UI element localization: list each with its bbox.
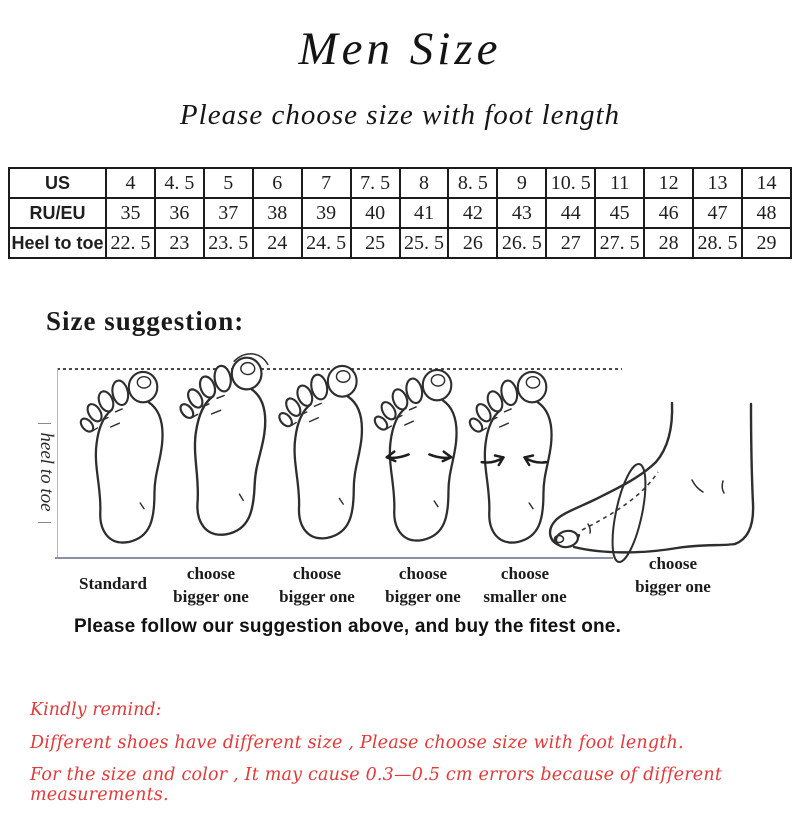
size-table-cell: 41 xyxy=(398,197,450,229)
size-table-cell: 25 xyxy=(349,227,401,259)
foot-top-view-long-toe-icon xyxy=(161,353,290,555)
size-table-cell: 12 xyxy=(643,167,695,199)
foot-label-choose-bigger: choose bigger one xyxy=(150,562,272,608)
size-table-cell: 5 xyxy=(202,167,254,199)
foot-label-line: bigger one xyxy=(635,577,711,596)
kindly-remind-line: For the size and color , It may cause 0.… xyxy=(30,765,723,805)
size-table-body: US 4 4. 5 5 6 7 7. 5 8 8. 5 9 10. 5 11 12 13 14 RU/EU 35… xyxy=(8,167,793,259)
kindly-remind-heading: Kindly remind: xyxy=(30,700,162,720)
size-table-cell: 25. 5 xyxy=(398,227,450,259)
foot-label-line: choose xyxy=(398,564,448,583)
size-table-cell: 40 xyxy=(349,197,401,229)
size-table-row: Heel to toe 22. 5 23 23. 5 24 24. 5 25 25. 5 26 2… xyxy=(8,227,793,259)
size-table-cell: 11 xyxy=(594,167,646,199)
size-table-row: US 4 4. 5 5 6 7 7. 5 8 8. 5 9 10. 5 11 12 13 14 xyxy=(8,167,793,199)
foot-label-line: choose xyxy=(500,564,550,583)
size-table-cell: 23 xyxy=(153,227,205,259)
page-title: Men Size xyxy=(298,23,502,75)
size-table-cell: 44 xyxy=(545,197,597,229)
foot-label-standard: Standard xyxy=(52,572,174,595)
size-table-cell: 10. 5 xyxy=(545,167,597,199)
follow-suggestion-note: Please follow our suggestion above, and … xyxy=(74,616,622,637)
axis-tick xyxy=(38,423,51,424)
size-table-cell: 7. 5 xyxy=(349,167,401,199)
size-table-cell: 4. 5 xyxy=(153,167,205,199)
size-table-row-label: Heel to toe xyxy=(8,227,107,259)
foot-side-view-high-instep-icon xyxy=(548,401,755,563)
foot-label-line: choose xyxy=(292,564,342,583)
foot-label-choose-bigger: choose bigger one xyxy=(256,562,378,608)
size-table-cell: 6 xyxy=(251,167,303,199)
size-table-cell: 38 xyxy=(251,197,303,229)
size-table-row-label: US xyxy=(8,167,107,199)
foot-label-line: bigger one xyxy=(385,587,461,606)
kindly-remind-block: Kindly remind: Different shoes have diff… xyxy=(30,700,790,817)
size-table-cell: 43 xyxy=(496,197,548,229)
size-table-cell: 46 xyxy=(643,197,695,229)
heel-to-toe-axis-label: heel to toe xyxy=(36,432,57,512)
foot-label-choose-smaller: choose smaller one xyxy=(464,562,586,608)
foot-label-choose-bigger: choose bigger one xyxy=(362,562,484,608)
size-conversion-table: US 4 4. 5 5 6 7 7. 5 8 8. 5 9 10. 5 11 12 13 14 RU/EU 35… xyxy=(8,167,793,259)
size-table-cell: 26. 5 xyxy=(496,227,548,259)
foot-label-choose-bigger: choose bigger one xyxy=(612,552,734,598)
size-table-cell: 37 xyxy=(202,197,254,229)
heel-baseline xyxy=(55,557,613,559)
size-table-cell: 27. 5 xyxy=(594,227,646,259)
size-table-cell: 27 xyxy=(545,227,597,259)
size-table-cell: 35 xyxy=(105,197,156,229)
size-table-cell: 24. 5 xyxy=(300,227,352,259)
size-table-cell: 22. 5 xyxy=(105,227,156,259)
size-table-cell: 14 xyxy=(740,167,793,199)
foot-label-line: bigger one xyxy=(173,587,249,606)
kindly-remind-lines: Different shoes have different size , Pl… xyxy=(30,733,790,805)
foot-label-line: choose xyxy=(648,554,698,573)
foot-label-line: choose xyxy=(186,564,236,583)
size-table-cell: 28. 5 xyxy=(692,227,743,259)
size-table-cell: 13 xyxy=(692,167,743,199)
size-table-cell: 45 xyxy=(594,197,646,229)
size-table-row: RU/EU 35 36 37 38 39 40 41 42 43 44 45 46 47 48 xyxy=(8,197,793,229)
size-table-cell: 48 xyxy=(740,197,793,229)
girth-measure-ellipse-icon xyxy=(611,463,647,563)
size-suggestion-diagram: heel to toe Standard choose bigger one ch… xyxy=(0,350,800,625)
page-subtitle: Please choose size with foot length xyxy=(179,99,621,131)
size-table-cell: 26 xyxy=(447,227,499,259)
size-table-cell: 9 xyxy=(496,167,548,199)
width-arrows-outward-icon xyxy=(385,450,453,463)
size-suggestion-heading: Size suggestion: xyxy=(46,306,245,336)
size-table-row-label: RU/EU xyxy=(8,197,107,229)
size-table-cell: 24 xyxy=(251,227,303,259)
width-arrows-inward-icon xyxy=(480,454,548,467)
size-table-cell: 36 xyxy=(153,197,205,229)
size-table-cell: 8 xyxy=(398,167,450,199)
size-table-cell: 29 xyxy=(740,227,793,259)
foot-label-line: smaller one xyxy=(483,587,567,606)
size-table-cell: 23. 5 xyxy=(202,227,254,259)
size-table-cell: 47 xyxy=(692,197,743,229)
size-table-cell: 7 xyxy=(300,167,352,199)
kindly-remind-line: Different shoes have different size , Pl… xyxy=(30,733,684,753)
size-table-cell: 39 xyxy=(300,197,352,229)
foot-label-line: bigger one xyxy=(279,587,355,606)
foot-label-line: Standard xyxy=(78,574,148,593)
axis-tick xyxy=(38,522,51,523)
size-table-cell: 4 xyxy=(105,167,156,199)
size-table-cell: 42 xyxy=(447,197,499,229)
size-table-cell: 28 xyxy=(643,227,695,259)
foot-top-view-narrow-icon xyxy=(456,370,572,560)
size-table-cell: 8. 5 xyxy=(447,167,499,199)
foot-top-view-wide-icon xyxy=(360,368,478,558)
heel-toe-axis-line xyxy=(57,368,58,557)
